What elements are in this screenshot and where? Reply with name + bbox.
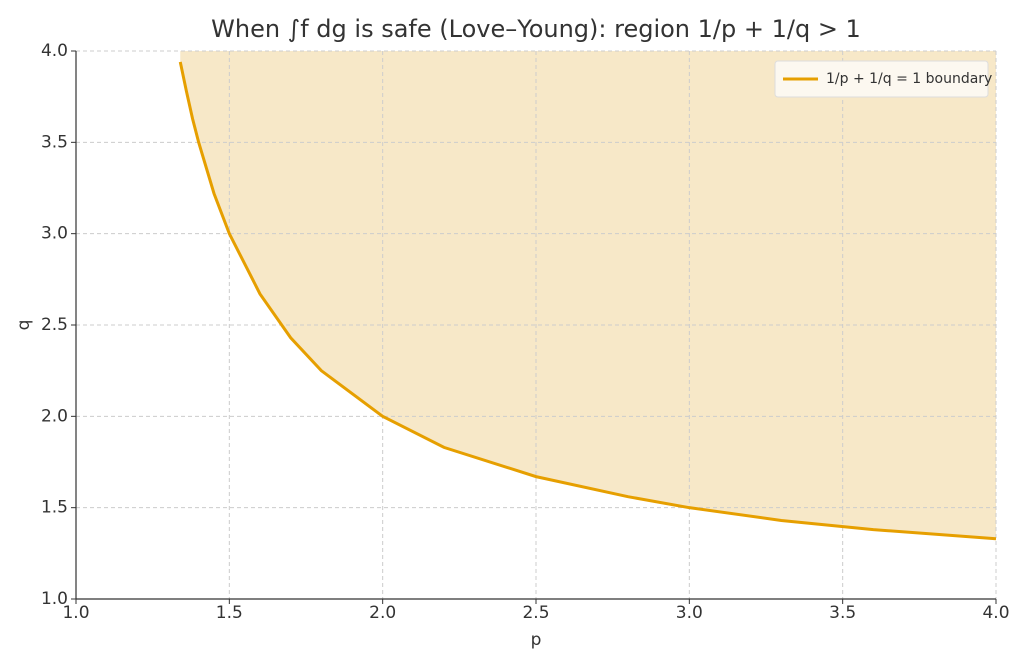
legend-box [774,60,989,98]
x-axis-label: p [531,630,542,650]
y-axis-label: q [14,320,34,331]
y-tick-label: 1.0 [41,589,68,609]
legend-label: 1/p + 1/q = 1 boundary [826,71,992,87]
x-tick-label: 2.0 [369,603,396,623]
chart-title: When ∫f dg is safe (Love–Young): region … [211,15,861,43]
legend: 1/p + 1/q = 1 boundary [774,60,992,98]
x-tick-label: 4.0 [982,603,1009,623]
x-tick-label: 3.5 [829,603,856,623]
y-tick-label: 2.0 [41,406,68,426]
y-tick-label: 3.0 [41,224,68,244]
x-tick-label: 1.0 [62,603,89,623]
y-tick-label: 3.5 [41,132,68,152]
boundary-line [178,61,997,541]
x-tick-label: 3.0 [676,603,703,623]
region-fill [180,51,996,539]
y-tick-label: 1.5 [41,498,68,518]
x-tick-label: 1.5 [216,603,243,623]
y-tick-label: 2.5 [41,315,68,335]
y-tick-label: 4.0 [41,41,68,61]
x-tick-label: 2.5 [522,603,549,623]
